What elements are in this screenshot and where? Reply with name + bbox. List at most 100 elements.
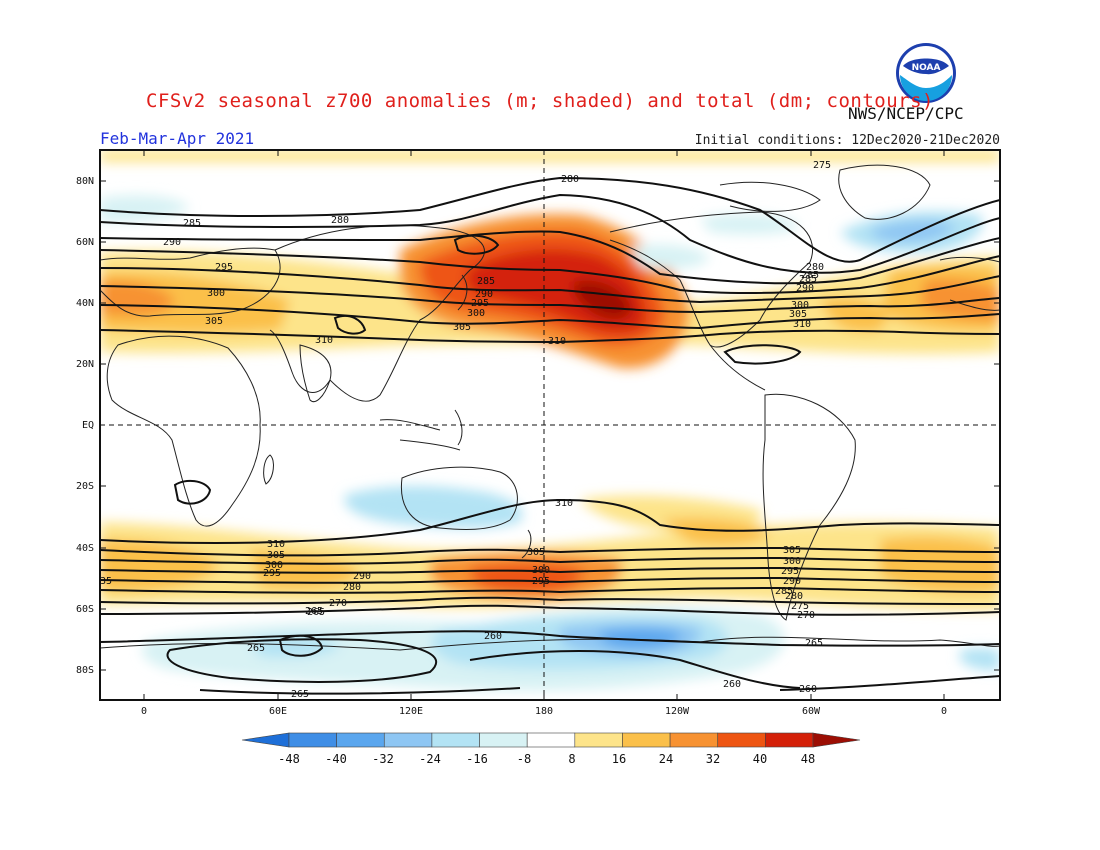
contour-label: 305	[789, 309, 807, 320]
contour-label: 275	[791, 601, 809, 612]
contour-label: 305	[267, 550, 285, 561]
coast-central-america	[709, 344, 766, 391]
lat-label: 20N	[76, 359, 94, 370]
colorbar-labels: -48 -40 -32 -24 -16 -8 8 16 24 32 40 48	[278, 752, 815, 766]
anomaly-negative-west	[100, 195, 190, 223]
contour-label: 300	[207, 288, 225, 299]
contour-label: 310	[555, 498, 573, 509]
contour-label: 265	[805, 638, 823, 649]
contour-label: 300	[783, 556, 801, 567]
season-label: Feb-Mar-Apr 2021	[100, 129, 255, 148]
initial-conditions-label: Initial conditions: 12Dec2020-21Dec2020	[694, 133, 1000, 148]
colorbar-label: 8	[568, 752, 575, 766]
anomaly-positive-sh-24-mid	[250, 550, 360, 589]
colorbar-label: -16	[466, 752, 488, 766]
contour-label: 295	[215, 262, 233, 273]
coast-africa	[106, 335, 261, 527]
lat-label: 20S	[76, 481, 94, 492]
colorbar-label: -40	[325, 752, 347, 766]
contour-label: 300	[265, 560, 283, 571]
colorbar-swatch	[765, 732, 814, 748]
contour-label: 285	[799, 274, 817, 285]
contour-label: 295	[263, 568, 281, 579]
chart-title: CFSv2 seasonal z700 anomalies (m; shaded…	[146, 90, 934, 112]
contour-label: 290	[783, 576, 801, 587]
colorbar-swatch	[431, 732, 480, 748]
colorbar-label: 24	[659, 752, 673, 766]
contour-label: 295	[471, 298, 489, 309]
coast-europe-right	[939, 256, 1000, 311]
coast-japan	[457, 274, 468, 311]
contour-label: 300	[532, 565, 550, 576]
contour-label: 310	[548, 336, 566, 347]
longitude-ticks	[143, 150, 945, 700]
contour-label: 290	[796, 283, 814, 294]
coast-india	[299, 344, 332, 403]
lon-label: 60E	[269, 706, 287, 717]
coast-indonesia	[379, 409, 463, 451]
agency-label: NWS/NCEP/CPC	[848, 104, 964, 123]
lat-label: 60N	[76, 237, 94, 248]
anomaly-negative-antarctic-32	[599, 628, 682, 649]
lat-label: EQ	[82, 420, 94, 431]
lat-label: 80S	[76, 665, 94, 676]
colorbar-label: 32	[706, 752, 720, 766]
contour-label: 265	[291, 689, 309, 700]
plot-frame	[99, 149, 1001, 701]
contour-label: 270	[797, 610, 815, 621]
contour-label: 285	[801, 270, 819, 281]
contour-label: 290	[163, 237, 181, 248]
contour-label: 265	[247, 643, 265, 654]
coast-madagascar	[263, 454, 274, 485]
contour-label: 285	[775, 586, 793, 597]
colorbar-label: -48	[278, 752, 300, 766]
coast-asia	[269, 224, 485, 402]
contour-label: 295	[781, 566, 799, 577]
coast-europe	[100, 247, 281, 317]
contour-label: 310	[315, 335, 333, 346]
coast-australia	[400, 466, 518, 530]
colorbar-swatch	[336, 732, 385, 748]
graticule	[100, 150, 1000, 700]
colorbar-label: 40	[753, 752, 767, 766]
contour-label: 270	[329, 598, 347, 609]
lat-label: 40N	[76, 298, 94, 309]
lon-label: 60W	[802, 706, 821, 717]
latitude-axis: 80N 60N 40N 20N EQ 20S 40S 60S 80S	[76, 176, 94, 676]
contour-label: 260	[799, 684, 817, 695]
colorbar-swatch	[812, 732, 861, 748]
colorbar-swatch	[479, 732, 528, 748]
contour-label: 280	[331, 215, 349, 226]
contour-label: 280	[806, 262, 824, 273]
anomaly-negative-greenland-core	[870, 220, 955, 243]
contour-label: 305	[783, 545, 801, 556]
contour-label: 285	[477, 276, 495, 287]
contour-label: 265	[307, 607, 325, 618]
contour-label: 300	[467, 308, 485, 319]
latitude-ticks	[100, 180, 1000, 671]
lat-label: 40S	[76, 543, 94, 554]
lon-label: 120W	[665, 706, 690, 717]
colorbar-label: 16	[612, 752, 626, 766]
lon-label: 180	[535, 706, 553, 717]
coast-greenland	[838, 164, 931, 220]
colorbar-swatch	[288, 732, 337, 748]
noaa-logo-text: NOAA	[912, 63, 941, 73]
colorbar-swatch	[241, 732, 290, 748]
noaa-logo: NOAA	[896, 43, 956, 103]
contour-label: 290	[475, 289, 493, 300]
contour-label: 290	[353, 571, 371, 582]
colorbar	[241, 732, 861, 748]
contour-label: 35	[100, 576, 112, 587]
longitude-axis: 0 60E 120E 180 120W 60W 0	[141, 706, 947, 717]
contour-label: 300	[791, 300, 809, 311]
lon-label: 120E	[399, 706, 423, 717]
coast-south-america	[762, 393, 856, 621]
lon-label: 0	[141, 706, 147, 717]
anomaly-negative-australia	[344, 485, 523, 529]
contour-labels: 275 280 280 280 285 285 285 290 290 290 …	[100, 160, 831, 700]
contour-label: 280	[785, 591, 803, 602]
colorbar-label: 48	[801, 752, 815, 766]
contour-label: 260	[723, 679, 741, 690]
